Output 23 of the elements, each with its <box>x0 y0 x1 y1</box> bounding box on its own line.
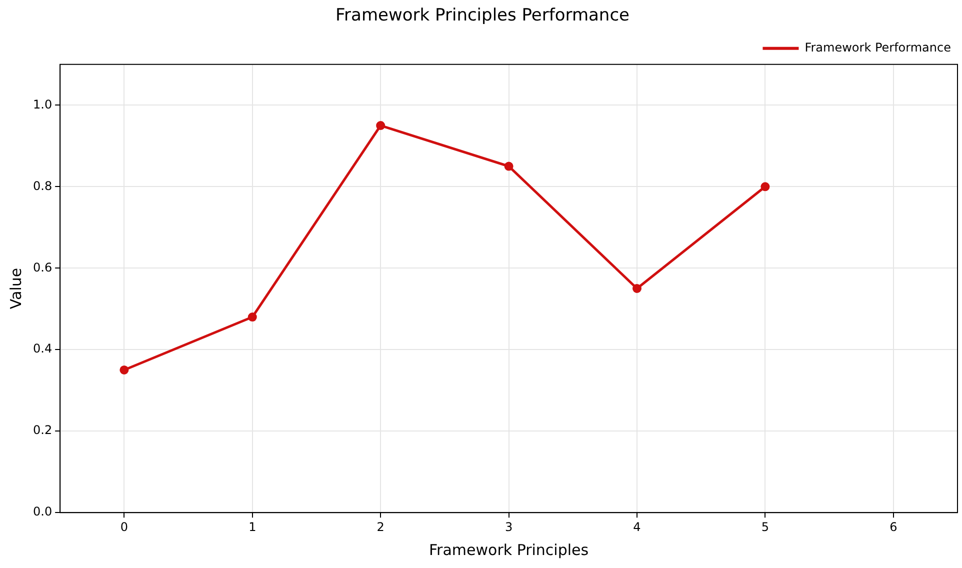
y-tick-label: 0.0 <box>32 504 52 519</box>
x-tick-label: 1 <box>248 520 256 534</box>
x-tick-label: 4 <box>633 520 641 534</box>
x-tick-label: 3 <box>504 520 513 534</box>
y-tick-label: 1.0 <box>32 97 52 112</box>
y-tick-label: 0.2 <box>32 423 52 438</box>
point <box>504 162 514 171</box>
y-axis-title: Value <box>6 268 25 310</box>
chart-title: Framework Principles Performance <box>336 6 630 26</box>
y-tick-label: 0.6 <box>32 260 52 274</box>
x-axis-title: Framework Principles <box>429 540 589 559</box>
x-tick-label: 6 <box>890 520 898 534</box>
point <box>376 121 386 130</box>
legend-label: Framework Performance <box>804 40 952 55</box>
x-tick-label: 5 <box>761 520 770 534</box>
point <box>760 182 770 192</box>
point <box>120 365 129 374</box>
x-tick-label: 2 <box>376 520 384 534</box>
x-tick-label: 0 <box>120 520 128 534</box>
point <box>248 312 257 322</box>
y-tick-label: 0.4 <box>32 342 52 356</box>
point <box>632 284 642 293</box>
y-tick-label: 0.8 <box>32 178 52 193</box>
